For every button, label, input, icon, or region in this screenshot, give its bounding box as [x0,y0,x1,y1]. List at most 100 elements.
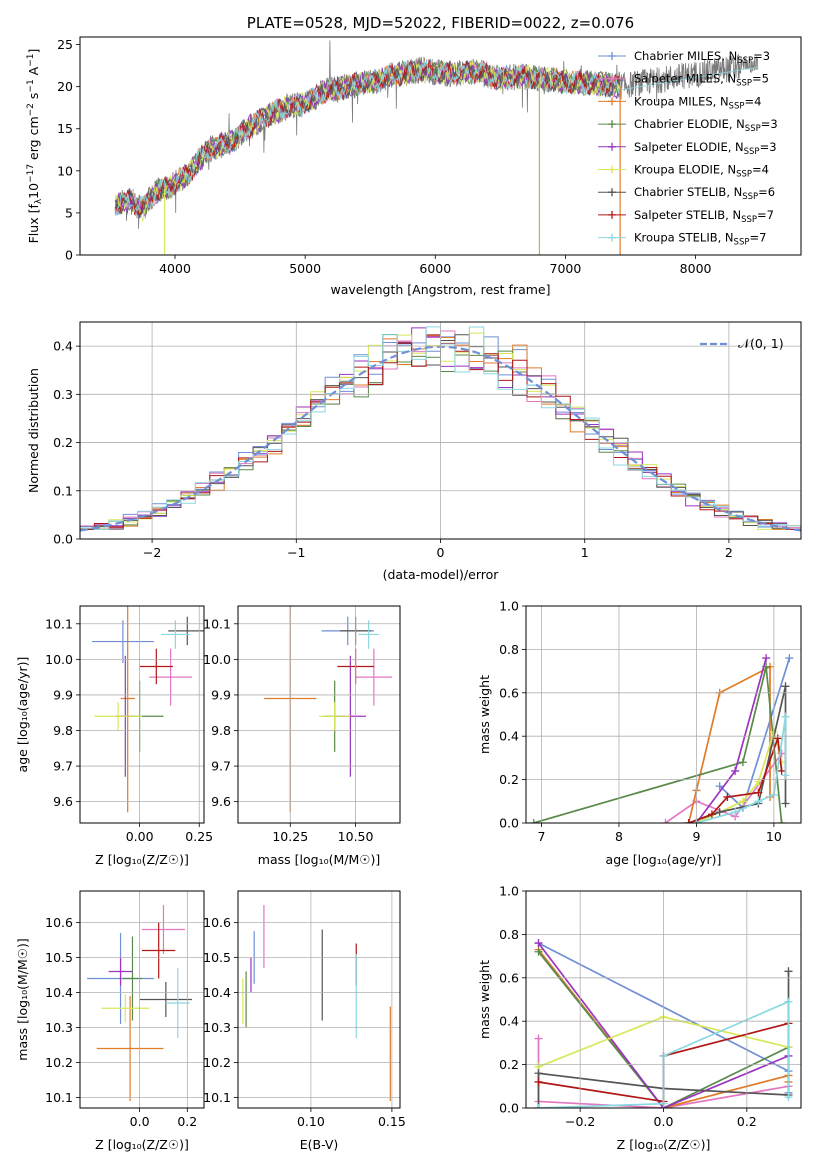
weight-marker [785,654,794,663]
weight-marker [738,797,747,806]
legend-marker [608,210,616,219]
y-tick-label: 9.6 [53,794,73,809]
plot-area [529,654,794,823]
y-tick-label: 0.2 [499,1057,519,1072]
legend-label-part: SSP [745,124,761,134]
weight-marker [738,758,747,767]
errorbar-point-9 [165,968,190,1038]
y-axis-label: Normed distribution [26,368,41,493]
y-tick-label: 10.6 [45,915,73,930]
x-axis-label: Z [log₁₀(Z/Z☉)] [95,852,189,867]
errorbar-point-2 [142,905,185,954]
y-tick-label: 0.4 [499,1014,519,1029]
x-tick-label: 10 [766,829,782,844]
legend-label-part: Kroupa ELODIE, N [634,163,736,177]
x-tick-label: 0.10 [297,1114,325,1129]
weight-marker [707,810,716,819]
y-tick-label: 10.0 [203,652,231,667]
y-tick-label: 9.7 [211,759,231,774]
legend: Chabrier MILES, NSSP=3 Salpeter MILES, NS… [598,49,778,248]
y-tick-label: 9.9 [53,687,73,702]
y-label-part: s [26,93,41,104]
weight-marker [534,947,543,956]
x-tick-label: 8000 [680,261,712,276]
x-tick-label: 8 [615,829,623,844]
weight-marker [529,819,538,823]
x-tick-label: 5000 [289,261,321,276]
x-tick-label: 0.2 [737,1114,757,1129]
legend-label-part: =7 [749,231,766,245]
y-label-part: ] [26,49,41,54]
errorbar-point-2 [149,648,193,706]
legend-label-part: SSP [741,215,757,225]
x-axis-label: Z [log₁₀(Z/Z☉)] [617,1137,711,1152]
weight-marker [784,967,793,976]
y-tick-label: 0.4 [53,339,73,354]
legend-label-part: =3 [753,49,770,63]
errorbar-point-6 [319,702,351,731]
y-axis-label: age [log₁₀(age/yr)] [15,657,30,773]
errorbar-point-7 [139,982,193,1017]
errorbar-point-3 [120,606,135,813]
legend-label: Salpeter STELIB, NSSP=7 [634,208,774,225]
x-tick-label: 0.0 [130,1114,150,1129]
axes-frame [237,605,401,824]
legend-label-part: Kroupa MILES, N [634,94,729,108]
x-tick-label: 10.50 [338,829,374,844]
y-tick-label: 0 [65,248,73,263]
legend-label-part: SSP [734,238,750,248]
weight-marker [781,682,790,691]
x-tick-label: 0.00 [126,829,154,844]
weight-marker [762,654,771,663]
y-tick-label: 0.0 [499,816,519,831]
y-tick-label: 0.6 [499,970,519,985]
legend-marker [608,233,616,242]
y-tick-label: 0.1 [53,483,73,498]
legend-marker [608,165,616,174]
weight-marker [754,797,763,806]
legend-label-part: SSP [744,147,760,157]
weight-line-9 [696,716,787,823]
legend-label-part: SSP [742,192,758,202]
weight-marker [781,799,790,808]
y-tick-label: 0.2 [53,435,73,450]
x-tick-label: 7000 [550,261,582,276]
legend-label-part: Salpeter STELIB, N [634,208,741,222]
y-tick-label: 10.2 [45,1055,73,1070]
y-tick-label: 5 [65,205,73,220]
x-tick-label: −1 [287,545,305,560]
y-tick-label: 9.7 [53,759,73,774]
panel-age_vs_mass: 10.25 10.50 9.6 9.7 9.8 9.9 10.0 10.1 mass [log₁… [203,605,401,867]
y-tick-label: 15 [57,121,73,136]
weight-marker [754,788,763,797]
legend-label-part: SSP [736,79,752,89]
legend-label: Salpeter MILES, NSSP=5 [634,72,769,89]
legend-label: Kroupa ELODIE, NSSP=4 [634,163,769,180]
panel-mass_weight_vs_Z: −0.2 0.0 0.2 0.0 0.2 0.4 0.6 0.8 1.0 Z [log₁₀(Z/Z… [477,884,802,1152]
legend-label-part: =6 [758,185,775,199]
legend-label-part: Salpeter ELODIE, N [634,140,744,154]
legend-label-part: SSP [729,101,745,111]
legend-marker [608,188,616,197]
y-tick-label: 10.1 [203,616,231,631]
weight-marker [731,766,740,775]
legend-label: Chabrier MILES, NSSP=3 [634,49,770,66]
y-label-part: −1 [26,54,36,67]
legend-label-part: Chabrier ELODIE, N [634,117,745,131]
axes-frame [525,605,802,824]
x-tick-label: 0 [437,545,445,560]
weight-marker [723,792,732,801]
plot-area [114,40,759,255]
plot-area [242,905,391,1101]
y-axis-label: mass weight [477,960,492,1039]
legend-label-part: =3 [761,117,778,131]
legend-label: Chabrier STELIB, NSSP=6 [634,185,775,202]
y-tick-label: 1.0 [499,599,519,614]
y-tick-label: 10.0 [45,652,73,667]
y-tick-label: 0.2 [499,772,519,787]
legend-marker [608,142,616,151]
x-axis-label: (data-model)/error [383,567,500,582]
weight-line-5 [695,657,767,823]
legend-label: Chabrier ELODIE, NSSP=3 [634,117,778,134]
